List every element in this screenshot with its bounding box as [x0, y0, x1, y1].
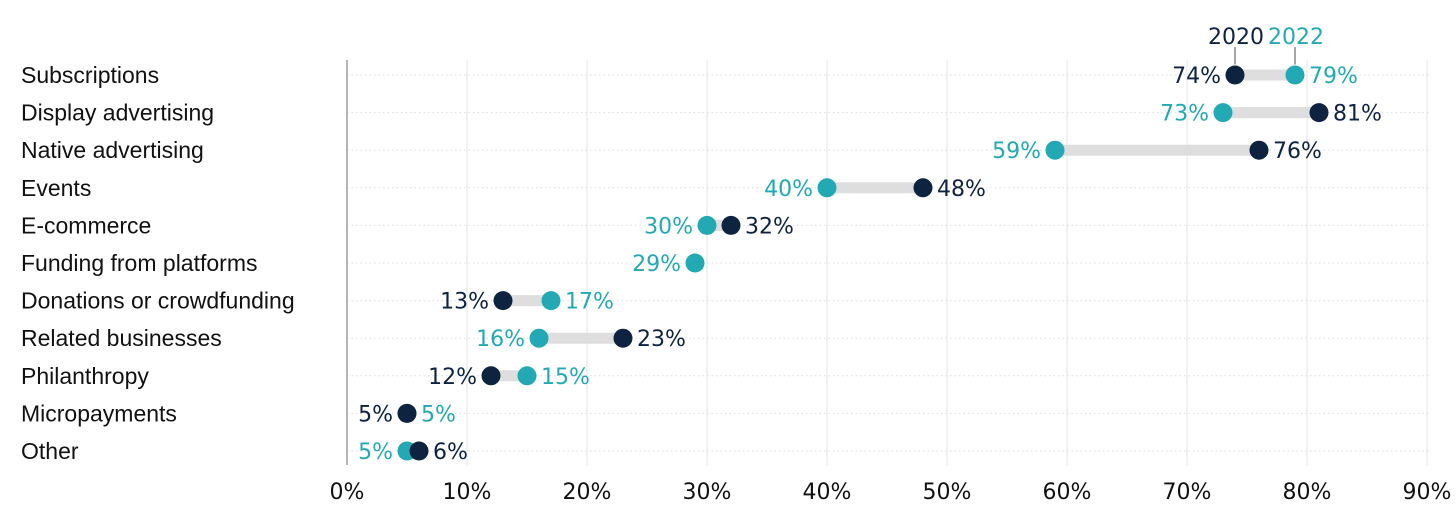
- value-label-2022: 73%: [1160, 102, 1209, 127]
- value-label-2022: 79%: [1309, 64, 1358, 89]
- dot-2020: [409, 441, 429, 461]
- value-label-2022: 40%: [764, 177, 813, 202]
- dot-2020: [1309, 103, 1329, 123]
- value-label-2022: 16%: [476, 327, 525, 352]
- dot-2020: [1249, 140, 1269, 160]
- dot-2020: [397, 403, 417, 423]
- legend-label-2020: 2020: [1208, 25, 1264, 50]
- dot-2020: [493, 291, 513, 311]
- data-points: [397, 65, 1329, 461]
- value-label-2020: 23%: [637, 327, 686, 352]
- value-label-2022: 5%: [358, 440, 393, 465]
- category-label: Related businesses: [21, 325, 222, 351]
- value-label-2020: 12%: [428, 365, 477, 390]
- dot-2020: [721, 215, 741, 235]
- category-label: Native advertising: [21, 137, 204, 163]
- dot-2022: [529, 328, 549, 348]
- value-label-2020: 48%: [937, 177, 986, 202]
- dot-2022: [685, 253, 705, 273]
- value-label-2020: 6%: [433, 440, 468, 465]
- value-labels: 74% 79% 73% 81% 59% 76% 40% 48% 30% 32% 29% 13% 17% 1…: [358, 64, 1382, 465]
- value-label-2022: 15%: [541, 365, 590, 390]
- dot-2022: [1045, 140, 1065, 160]
- x-tick-label: 70%: [1163, 480, 1212, 505]
- dot-2022: [517, 366, 537, 386]
- connectors: [407, 69, 1319, 457]
- category-labels: Subscriptions Display advertising Native a…: [21, 62, 295, 464]
- x-axis: 0% 10% 20% 30% 40% 50% 60% 70% 80% 90%: [330, 60, 1452, 505]
- value-label-2022: 59%: [992, 139, 1041, 164]
- category-label: Donations or crowdfunding: [21, 288, 295, 314]
- category-label: E-commerce: [21, 212, 151, 238]
- dot-2022: [697, 215, 717, 235]
- grid: [347, 60, 1429, 465]
- dot-2020: [481, 366, 501, 386]
- dot-2022: [1213, 103, 1233, 123]
- value-label-2020: 81%: [1333, 102, 1382, 127]
- category-label: Funding from platforms: [21, 250, 257, 276]
- dot-2020: [913, 178, 933, 198]
- value-label-2020: 76%: [1273, 139, 1322, 164]
- dot-2022: [817, 178, 837, 198]
- x-tick-label: 40%: [803, 480, 852, 505]
- x-tick-label: 0%: [330, 480, 365, 505]
- dot-2020: [1225, 65, 1245, 85]
- x-tick-label: 20%: [563, 480, 612, 505]
- value-label-2022: 29%: [632, 252, 681, 277]
- category-label: Philanthropy: [21, 363, 149, 389]
- x-tick-label: 50%: [923, 480, 972, 505]
- x-tick-label: 10%: [443, 480, 492, 505]
- x-tick-label: 90%: [1403, 480, 1452, 505]
- value-label-2020: 13%: [440, 290, 489, 315]
- dot-2022: [541, 291, 561, 311]
- x-tick-label: 80%: [1283, 480, 1332, 505]
- value-label-2022: 17%: [565, 290, 614, 315]
- category-label: Events: [21, 175, 91, 201]
- legend: 2020 2022: [1208, 25, 1324, 65]
- category-label: Other: [21, 438, 79, 464]
- dot-2020: [613, 328, 633, 348]
- value-label-2020: 32%: [745, 214, 794, 239]
- category-label: Subscriptions: [21, 62, 159, 88]
- value-label-2022: 30%: [644, 214, 693, 239]
- value-label-2022: 5%: [421, 402, 456, 427]
- category-label: Display advertising: [21, 100, 214, 126]
- x-tick-label: 60%: [1043, 480, 1092, 505]
- value-label-2020: 5%: [358, 402, 393, 427]
- x-tick-label: 30%: [683, 480, 732, 505]
- value-label-2020: 74%: [1172, 64, 1221, 89]
- legend-label-2022: 2022: [1268, 25, 1324, 50]
- dot-2022: [1285, 65, 1305, 85]
- category-label: Micropayments: [21, 400, 177, 426]
